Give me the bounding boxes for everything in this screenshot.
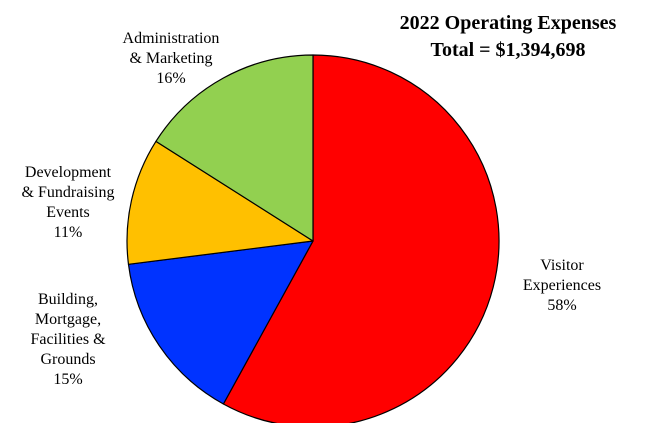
slice-name-label: & Marketing [129,50,212,67]
slice-name-label: Grounds [40,351,95,368]
pie-slice-building-facilities [127,240,314,405]
slice-name-label: Visitor [540,257,584,274]
chart-title-group: 2022 Operating Expenses Total = $1,394,6… [400,12,617,61]
chart-subtitle: Total = $1,394,698 [430,39,585,61]
pie-slices [126,54,500,428]
slice-label-development-fundraising: Development & Fundraising Events 11% [22,164,115,241]
slice-percent-label: 16% [156,70,185,87]
slice-name-label: Experiences [523,277,601,294]
slice-name-label: Building, [38,291,98,308]
slice-label-administration-marketing: Administration & Marketing 16% [123,30,220,87]
pie-slice-development-fundraising [126,140,314,265]
slice-percent-label: 58% [547,297,576,314]
slice-name-label: Facilities & [30,331,106,348]
slice-label-visitor-experiences: Visitor Experiences 58% [523,257,601,314]
slice-label-building-facilities: Building, Mortgage, Facilities & Grounds 15% [30,291,106,388]
pie-labels: Visitor Experiences 58% Building, Mortgage, F… [22,30,602,388]
slice-name-label: Development [25,164,112,181]
slice-name-label: Administration [123,30,220,47]
slice-name-label: Events [46,204,90,221]
slice-name-label: Mortgage, [35,311,101,328]
slice-percent-label: 15% [53,371,82,388]
pie-slice-administration-marketing [155,54,314,242]
slice-name-label: & Fundraising [22,184,115,201]
chart-title: 2022 Operating Expenses [400,12,617,34]
slice-percent-label: 11% [54,224,83,241]
